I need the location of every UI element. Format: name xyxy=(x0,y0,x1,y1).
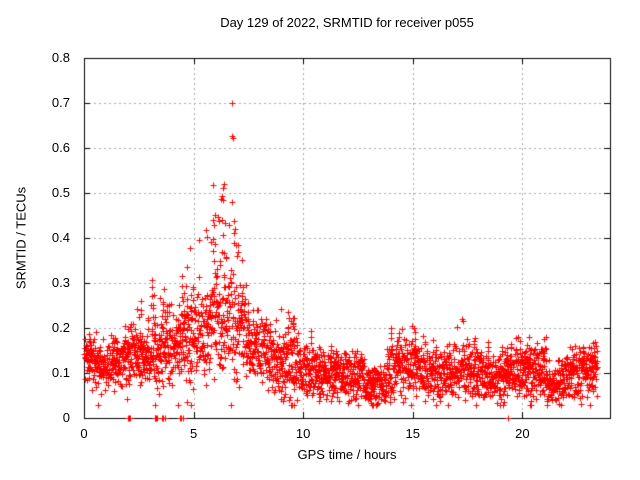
x-axis-title: GPS time / hours xyxy=(297,447,397,462)
x-tick-label: 20 xyxy=(515,426,530,441)
y-tick-label: 0.5 xyxy=(51,185,70,200)
x-tick-label: 0 xyxy=(80,426,88,441)
y-tick-label: 0.7 xyxy=(51,95,70,110)
y-tick-label: 0.4 xyxy=(51,230,70,245)
y-tick-label: 0.2 xyxy=(51,320,70,335)
chart-title: Day 129 of 2022, SRMTID for receiver p05… xyxy=(220,15,474,30)
y-tick-label: 0.6 xyxy=(51,140,70,155)
y-tick-label: 0.1 xyxy=(51,365,70,380)
y-tick-label: 0.3 xyxy=(51,275,70,290)
y-tick-label: 0.8 xyxy=(51,50,70,65)
x-tick-label: 10 xyxy=(295,426,311,441)
x-tick-label: 5 xyxy=(189,426,198,441)
x-tick-label: 15 xyxy=(405,426,420,441)
y-tick-label: 0 xyxy=(62,410,70,425)
